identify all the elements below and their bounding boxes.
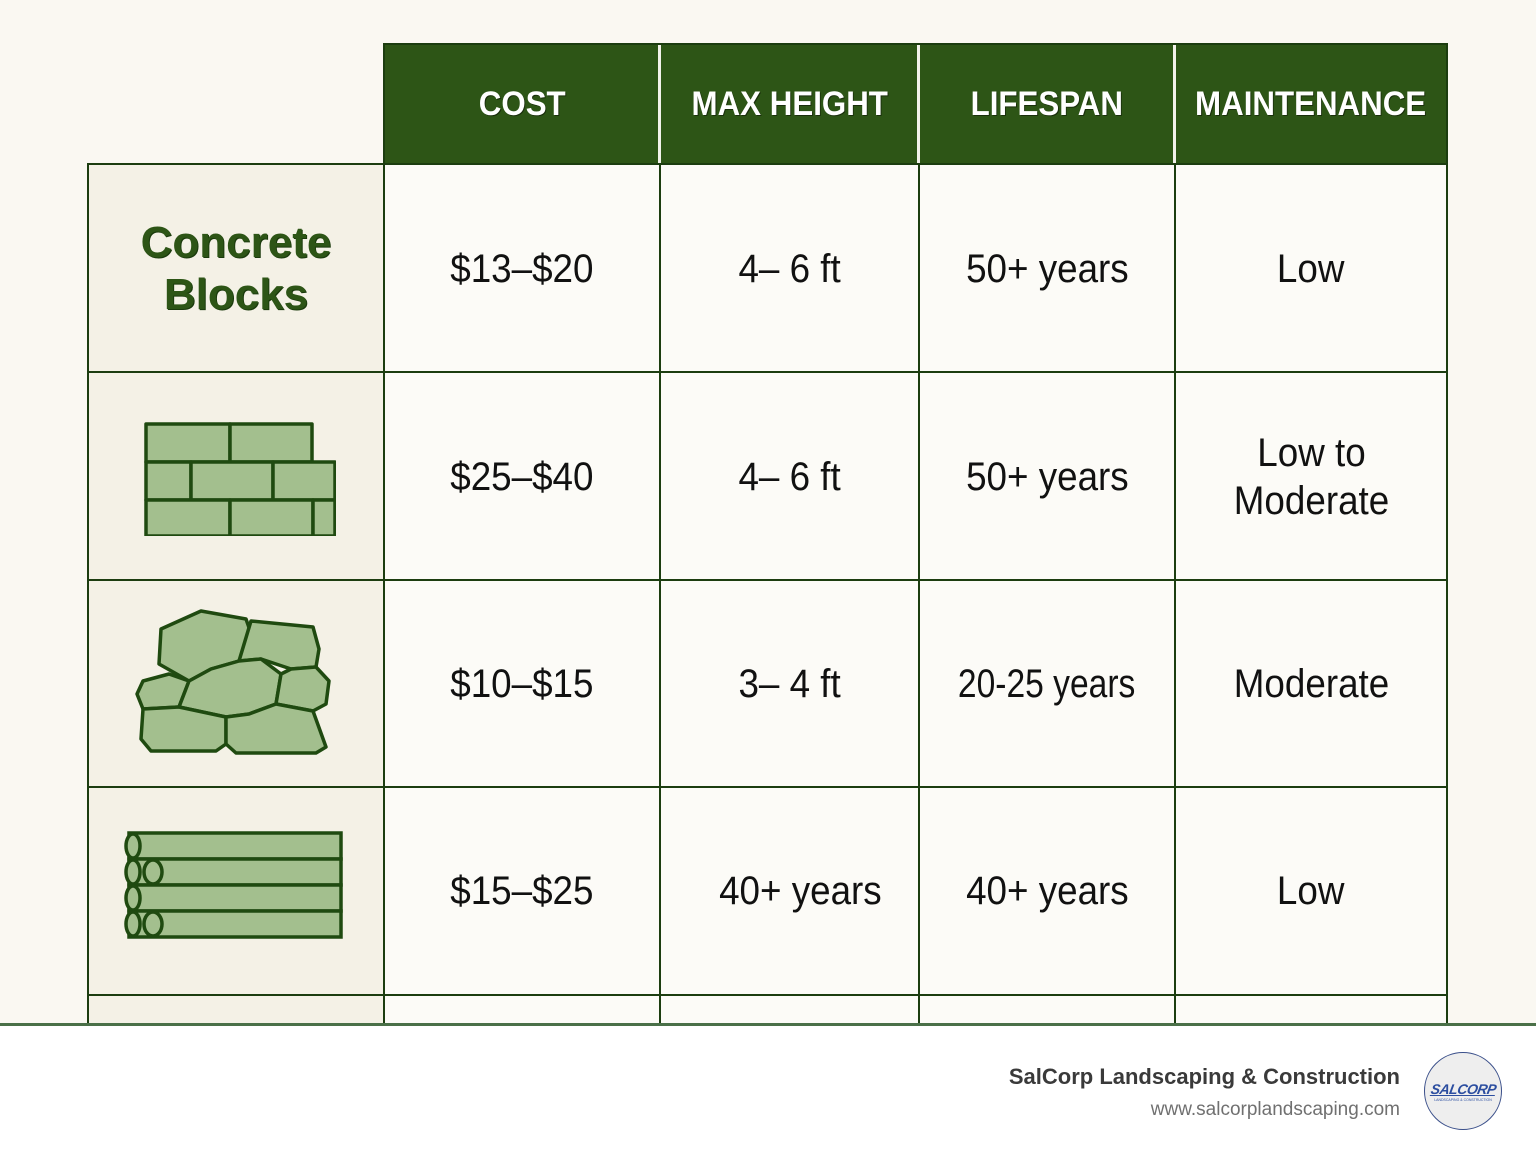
maintenance-line2: Moderate (1233, 478, 1389, 523)
comparison-table: COST MAX HEIGHT LIFESPAN MAINTENANCE Con… (87, 43, 1448, 1025)
row-label-brick (88, 373, 384, 580)
grid-line (87, 164, 89, 1025)
header-cost: COST (384, 44, 660, 164)
header-lifespan: LIFESPAN (919, 44, 1175, 164)
header-lifespan-label: LIFESPAN (970, 84, 1124, 123)
grid-line (87, 163, 1448, 165)
cost-value: $25–$40 (450, 454, 594, 499)
cell-lifespan: 50+ years (919, 373, 1175, 580)
cell-max-height: 40+ years (660, 788, 919, 994)
cell-max-height: 4– 6 ft (660, 373, 919, 580)
maintenance-value: Low to Moderate (1233, 429, 1388, 525)
maintenance-value: Low (1277, 869, 1345, 913)
company-url[interactable]: www.salcorplandscaping.com (1150, 1099, 1400, 1120)
stacked-stone-icon (135, 609, 331, 755)
row-label-concrete-blocks: Concrete Blocks (88, 165, 384, 372)
cell-lifespan: 40+ years (919, 788, 1175, 994)
cell-cost: $25–$40 (384, 373, 660, 580)
row-label-line2: Blocks (163, 269, 309, 319)
header-maintenance-label: MAINTENANCE (1195, 84, 1427, 123)
partial-row (384, 995, 1447, 1025)
maintenance-value: Low (1277, 246, 1345, 291)
cost-value: $10–$15 (450, 662, 594, 706)
cell-maintenance: Low to Moderate (1175, 373, 1447, 580)
cell-cost: $13–$20 (384, 165, 660, 372)
company-name: SalCorp Landscaping & Construction (1008, 1064, 1400, 1089)
lifespan-value: 50+ years (965, 246, 1129, 291)
grid-line (87, 579, 1448, 581)
cell-cost: $10–$15 (384, 581, 660, 787)
max-height-value: 3– 4 ft (738, 662, 841, 706)
cost-value: $15–$25 (450, 869, 594, 913)
header-divider (1173, 44, 1176, 164)
lifespan-value: 40+ years (965, 869, 1129, 913)
grid-line (383, 44, 385, 1025)
cell-max-height: 3– 4 ft (660, 581, 919, 787)
max-height-value: 4– 6 ft (738, 246, 841, 291)
footer: SalCorp Landscaping & Construction www.s… (0, 1026, 1536, 1154)
grid-line (918, 164, 920, 1025)
cell-maintenance: Low (1175, 165, 1447, 372)
row-label-partial (88, 995, 384, 1025)
grid-line (1446, 44, 1448, 1025)
max-height-value: 40+ years (719, 869, 882, 913)
header-max-height-label: MAX HEIGHT (691, 84, 888, 123)
cell-lifespan: 50+ years (919, 165, 1175, 372)
grid-line (87, 371, 1448, 373)
lifespan-value: 50+ years (965, 454, 1129, 499)
header-max-height: MAX HEIGHT (660, 44, 919, 164)
cell-lifespan: 20-25 years (919, 581, 1175, 787)
row-label-line1: Concrete (140, 217, 332, 267)
grid-line (87, 786, 1448, 788)
cell-maintenance: Low (1175, 788, 1447, 994)
header-cost-label: COST (478, 84, 566, 123)
logo-wordmark: SALCORP (1429, 1080, 1497, 1097)
company-logo: SALCORP LANDSCAPING & CONSTRUCTION (1424, 1052, 1502, 1130)
cell-max-height: 4– 6 ft (660, 165, 919, 372)
grid-line (383, 43, 1448, 45)
grid-line (659, 164, 661, 1025)
grid-line (87, 994, 1448, 996)
header-divider (917, 44, 920, 164)
maintenance-value: Moderate (1233, 662, 1389, 706)
brick-wall-icon (144, 421, 336, 536)
row-label-timber (88, 788, 384, 994)
header-divider (658, 44, 661, 164)
cell-cost: $15–$25 (384, 788, 660, 994)
logo-subtext: LANDSCAPING & CONSTRUCTION (1434, 1097, 1492, 1102)
timber-logs-icon (124, 831, 343, 939)
row-label-text: Concrete Blocks (141, 217, 332, 321)
cost-value: $13–$20 (450, 246, 594, 291)
header-maintenance: MAINTENANCE (1175, 44, 1447, 164)
cell-maintenance: Moderate (1175, 581, 1447, 787)
grid-line (1174, 164, 1176, 1025)
row-label-stone (88, 581, 384, 787)
max-height-value: 4– 6 ft (738, 454, 841, 499)
lifespan-value: 20-25 years (958, 662, 1136, 706)
maintenance-line1: Low to (1256, 430, 1366, 475)
footer-divider (0, 1023, 1536, 1026)
